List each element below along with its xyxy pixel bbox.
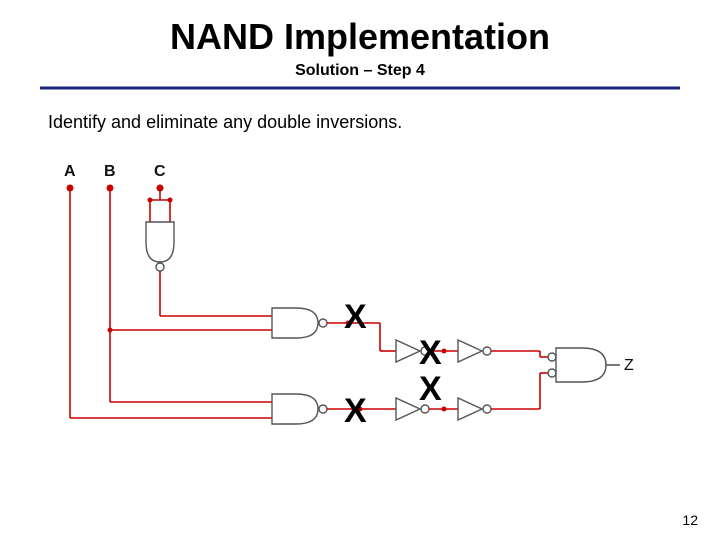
gate-inv-2: [458, 340, 491, 362]
x-mark-1: X: [344, 300, 367, 334]
gate-inv-4: [458, 398, 491, 420]
x-mark-2: X: [419, 336, 442, 370]
dot-inv34: [442, 407, 447, 412]
gate-nand-c: [146, 222, 174, 271]
label-c: C: [154, 163, 166, 180]
gate-nand-out: [548, 348, 606, 382]
label-a: A: [64, 163, 76, 180]
gate-nand-mid2: [272, 394, 327, 424]
dot-inv12: [442, 349, 447, 354]
x-mark-4: X: [419, 372, 442, 406]
circuit-diagram: A B C: [0, 0, 720, 540]
label-z: Z: [624, 357, 634, 374]
gate-nand-mid1: [272, 308, 327, 338]
label-b: B: [104, 163, 116, 180]
x-mark-3: X: [344, 394, 367, 428]
